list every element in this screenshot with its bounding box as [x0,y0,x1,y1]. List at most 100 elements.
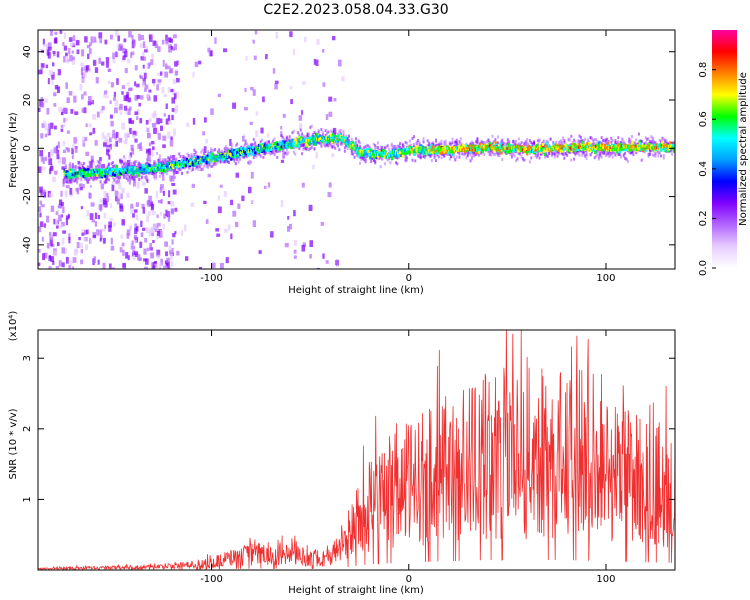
spectrogram-cell [139,75,144,80]
spectrogram-cell [109,218,113,222]
spectrogram-cell [148,148,152,156]
spectrogram-cell [437,155,440,159]
spectrogram-cell [570,134,573,138]
spectrogram-cell [570,158,573,162]
spectrogram-cell [153,177,158,181]
spectrogram-cell [306,143,309,147]
spectrogram-cell [122,162,125,166]
spectrogram-cell [102,165,105,169]
spectrogram-cell [280,134,283,138]
spectrogram-cell [400,147,403,151]
spectrogram-cell [168,157,171,161]
spectrogram-cell [80,68,84,76]
spectrogram-cell [397,144,400,148]
spectrogram-cell [122,173,125,177]
spectrogram-cell [145,175,148,181]
spectrogram-cell [71,162,74,166]
spectrogram-cell [87,180,90,184]
spectrogram-cell [169,159,172,163]
spectrogram-cell [586,138,589,142]
spectrogram-cell [411,136,414,140]
spectrogram-cell [644,136,647,140]
spectrogram-cell [161,158,164,162]
spectrogram-cell [524,141,527,145]
spectrogram-cell [613,151,616,155]
spectrogram-cell [337,59,342,67]
spectrogram-cell [129,169,132,173]
spectrogram-cell [665,139,668,143]
spectrogram-cell [78,166,81,170]
spectrogram-cell [87,168,90,172]
spectrogram-cell [516,157,519,161]
spectrogram-cell [461,152,464,156]
spectrogram-cell [294,152,297,156]
spectrogram-cell [563,151,566,155]
spectrogram-cell [141,181,146,186]
spectrogram-cell [432,141,435,145]
spectrogram-cell [49,193,53,198]
spectrogram-cell [488,153,491,157]
spectrogram-cell [68,37,73,42]
spectrogram-cell [394,146,397,150]
spectrogram-cell [187,154,190,158]
spectrogram-cell [114,107,118,114]
spectrogram-cell [73,248,78,256]
spectrogram-cell [157,199,162,204]
spectrogram-cell [38,226,42,233]
spectrogram-cell [608,154,611,158]
spectrogram-cell [654,154,657,158]
spectrogram-cell [124,174,127,178]
spectrogram-cell [130,206,134,214]
spectrogram-cell [375,156,378,160]
spectrogram-cell [504,150,507,154]
spectrogram-cell [203,149,206,153]
spectrogram-cell [115,167,119,171]
spectrogram-cell [606,152,609,156]
spectrogram-cell [65,215,70,220]
spectrogram-cell [215,162,218,166]
spectrogram-cell [660,140,663,144]
spectrogram-cell [325,142,328,146]
spectrogram-cell [171,156,174,160]
spectrogram-cell [292,150,295,154]
spectrogram-cell [617,136,620,140]
spectrogram-cell [513,141,516,145]
spectrogram-cell [281,139,284,143]
spectrogram-cell [250,86,254,91]
spectrogram-cell [107,173,110,177]
spectrogram-cell [194,150,197,154]
spectrogram-cell [108,225,112,232]
spectrogram-cell [528,145,531,149]
spectrogram-cell [78,164,81,168]
spectrogram-cell [343,149,346,153]
spectrogram-cell [320,143,323,147]
spectrogram-cell [531,142,534,146]
spectrogram-cell [528,151,531,155]
spectrogram-cell [121,242,125,247]
spectrogram-cell [555,140,558,144]
spectrogram-cell [55,266,60,269]
spectrogram-cell [284,242,289,248]
spectrogram-cell [247,152,250,156]
spectrogram-cell [651,137,654,141]
spectrogram-cell [146,157,149,161]
spectrogram-cell [293,255,297,259]
spectrogram-cell [139,163,142,167]
spectrogram-cell [610,140,613,144]
spectrogram-cell [124,267,127,269]
spectrogram-cell [156,151,159,155]
spectrogram-cell [477,142,480,146]
spectrogram-cell [510,155,513,159]
spectrogram-cell [353,142,356,146]
spectrogram-cell [273,141,276,145]
spectrogram-cell [287,151,290,155]
spectrogram-cell [146,93,150,99]
spectrogram-cell [590,137,593,141]
spectrogram-cell [86,44,91,49]
spectrogram-cell [632,153,635,157]
spectrogram-cell [209,150,212,154]
spectrogram-cell [203,164,206,168]
spectrogram-cell [174,175,177,179]
spectrogram-cell [95,166,98,170]
spectrogram-cell [640,158,643,162]
